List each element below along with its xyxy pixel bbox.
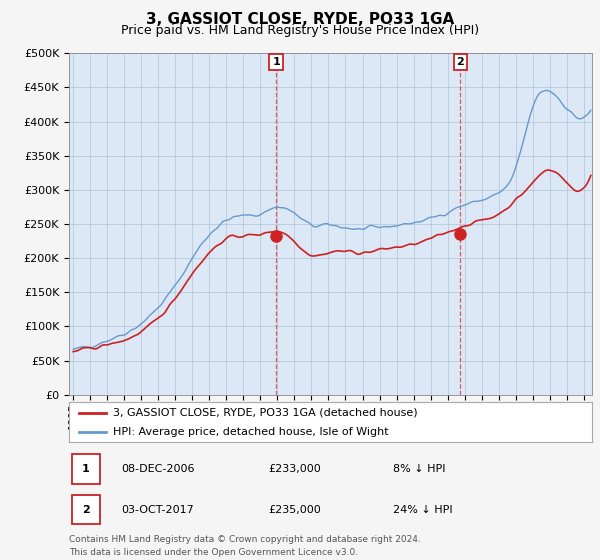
FancyBboxPatch shape xyxy=(71,496,100,524)
Text: 2: 2 xyxy=(457,57,464,67)
Text: 3, GASSIOT CLOSE, RYDE, PO33 1GA: 3, GASSIOT CLOSE, RYDE, PO33 1GA xyxy=(146,12,454,27)
Text: 2: 2 xyxy=(82,505,90,515)
Text: 1: 1 xyxy=(82,464,90,474)
Text: 24% ↓ HPI: 24% ↓ HPI xyxy=(394,505,453,515)
Text: 8% ↓ HPI: 8% ↓ HPI xyxy=(394,464,446,474)
Text: 08-DEC-2006: 08-DEC-2006 xyxy=(121,464,195,474)
Text: HPI: Average price, detached house, Isle of Wight: HPI: Average price, detached house, Isle… xyxy=(113,427,389,436)
Text: £233,000: £233,000 xyxy=(268,464,320,474)
Text: Price paid vs. HM Land Registry's House Price Index (HPI): Price paid vs. HM Land Registry's House … xyxy=(121,24,479,36)
Text: Contains HM Land Registry data © Crown copyright and database right 2024.
This d: Contains HM Land Registry data © Crown c… xyxy=(69,535,421,557)
Text: 1: 1 xyxy=(272,57,280,67)
Text: £235,000: £235,000 xyxy=(268,505,320,515)
FancyBboxPatch shape xyxy=(71,455,100,484)
Text: 3, GASSIOT CLOSE, RYDE, PO33 1GA (detached house): 3, GASSIOT CLOSE, RYDE, PO33 1GA (detach… xyxy=(113,408,418,418)
Text: 03-OCT-2017: 03-OCT-2017 xyxy=(121,505,194,515)
